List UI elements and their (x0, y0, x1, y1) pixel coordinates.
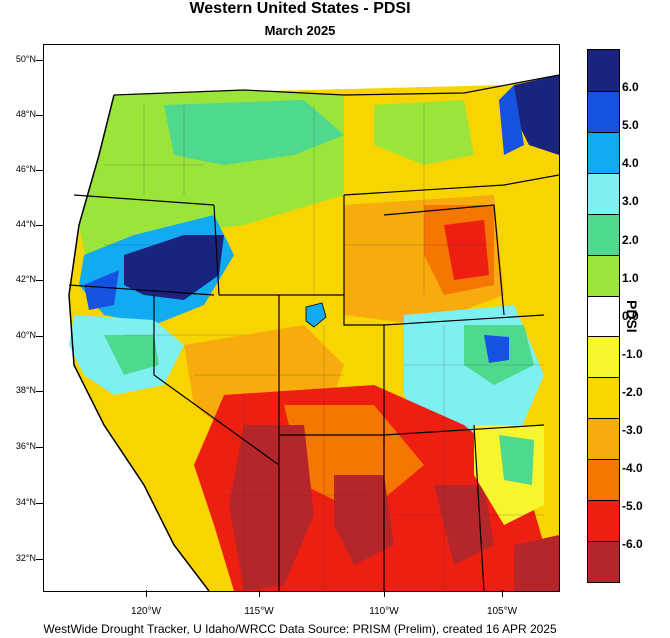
colorbar-segment (588, 131, 619, 173)
latitude-tick (36, 503, 43, 504)
colorbar-segment (588, 541, 619, 582)
latitude-tick (36, 447, 43, 448)
map-title: Western United States - PDSI (189, 0, 411, 17)
colorbar-segment (588, 500, 619, 542)
latitude-tick (36, 115, 43, 116)
coastline (68, 94, 210, 591)
latitude-label: 48°N (15, 109, 36, 119)
longitude-label: 105°W (486, 606, 518, 617)
colorbar-segment (588, 172, 619, 214)
latitude-tick (36, 170, 43, 171)
region-southwest-extreme (229, 425, 314, 591)
colorbar-segment (588, 213, 619, 255)
state-borders (68, 174, 559, 591)
great-salt-lake (305, 302, 327, 328)
colorbar-label: 1.0 (622, 271, 639, 285)
longitude-tick (384, 590, 385, 597)
colorbar-label: 4.0 (622, 156, 639, 170)
pdsi-map (43, 44, 560, 592)
longitude-tick (502, 590, 503, 597)
latitude-tick (36, 336, 43, 337)
colorbar-label: 5.0 (622, 118, 639, 132)
latitude-label: 50°N (15, 54, 36, 64)
colorbar-label: 3.0 (622, 194, 639, 208)
latitude-tick (36, 559, 43, 560)
colorbar-label: -4.0 (622, 461, 643, 475)
canada-border (113, 74, 559, 96)
pdsi-map-canvas (44, 45, 559, 591)
latitude-label: 36°N (15, 441, 36, 451)
latitude-tick (36, 60, 43, 61)
latitude-tick (36, 280, 43, 281)
pdsi-colorbar (587, 49, 620, 583)
map-subtitle: March 2025 (264, 23, 336, 38)
colorbar-segment (588, 418, 619, 460)
county-lines (104, 105, 544, 591)
region-oregon-core-very-wet (124, 235, 224, 300)
latitude-label: 46°N (15, 164, 36, 174)
latitude-tick (36, 391, 43, 392)
colorbar-segment (588, 50, 619, 91)
latitude-label: 32°N (15, 553, 36, 563)
colorbar-label: 2.0 (622, 233, 639, 247)
latitude-tick (36, 225, 43, 226)
longitude-label: 120°W (130, 606, 162, 617)
latitude-label: 42°N (15, 274, 36, 284)
region-montana-wet (514, 75, 559, 155)
longitude-tick (146, 590, 147, 597)
colorbar-segment (588, 377, 619, 419)
colorbar-title: PDSI (624, 300, 640, 333)
colorbar-segment (588, 295, 619, 337)
colorbar-segment (588, 459, 619, 501)
latitude-label: 34°N (15, 497, 36, 507)
colorbar-segment (588, 90, 619, 132)
longitude-label: 110°W (369, 606, 399, 617)
colorbar-label: -2.0 (622, 385, 643, 399)
colorbar-label: 6.0 (622, 80, 639, 94)
longitude-tick (259, 590, 260, 597)
colorbar-label: 0.0 (622, 309, 639, 323)
colorbar-segment (588, 336, 619, 378)
latitude-label: 38°N (15, 385, 36, 395)
colorbar-segment (588, 254, 619, 296)
footer-credit: WestWide Drought Tracker, U Idaho/WRCC D… (43, 622, 557, 636)
latitude-label: 40°N (15, 330, 36, 340)
colorbar-label: -6.0 (622, 537, 643, 551)
longitude-label: 115°W (244, 606, 274, 617)
colorbar-label: -5.0 (622, 499, 643, 513)
colorbar-label: -1.0 (622, 347, 643, 361)
colorbar-label: -3.0 (622, 423, 643, 437)
latitude-label: 44°N (15, 219, 36, 229)
